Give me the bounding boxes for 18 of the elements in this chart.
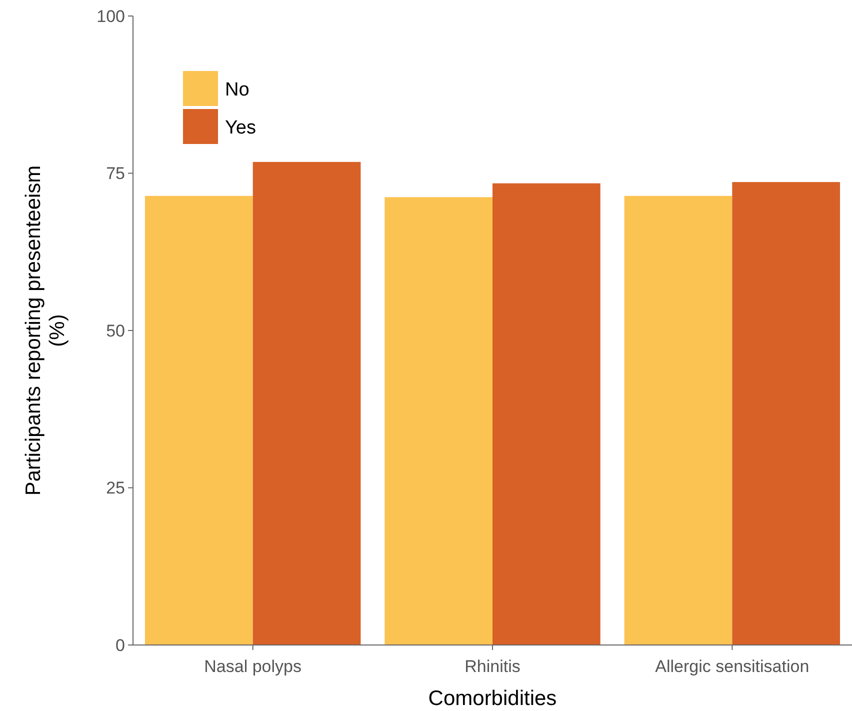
y-axis-title: Participants reporting presenteeism (%) <box>22 165 69 496</box>
legend-label: No <box>225 80 250 101</box>
y-tick-label: 75 <box>106 164 125 184</box>
x-tick-label: Allergic sensitisation <box>655 657 810 676</box>
bar <box>252 162 361 645</box>
y-tick-label: 100 <box>96 6 125 26</box>
bar <box>384 197 492 645</box>
bar <box>732 182 840 645</box>
bar <box>624 196 732 645</box>
x-axis-title: Comorbidities <box>428 687 557 710</box>
legend-label: Yes <box>225 118 256 139</box>
x-tick-label: Rhinitis <box>464 657 520 676</box>
bar <box>144 196 253 645</box>
y-tick-label: 50 <box>106 321 125 340</box>
x-tick-label: Nasal polyps <box>204 657 302 676</box>
bar <box>492 183 600 645</box>
y-tick-label: 25 <box>106 478 125 498</box>
y-tick-label: 0 <box>116 636 125 655</box>
